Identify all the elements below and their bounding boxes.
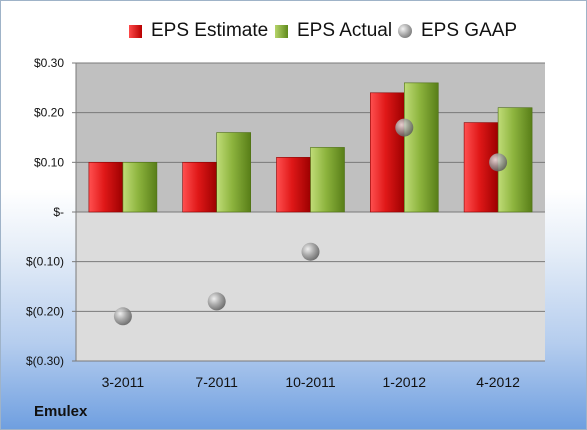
gaap-point: [207, 292, 226, 311]
gaap-point: [113, 307, 132, 326]
legend-item-gaap: EPS GAAP: [398, 17, 517, 45]
actual-bar: [403, 82, 439, 213]
x-tick-label: 10-2011: [285, 374, 336, 390]
y-tick-label: $(0.10): [26, 255, 64, 269]
actual-bar: [216, 132, 251, 213]
x-tick-label: 1-2012: [383, 374, 427, 390]
legend-item-actual: EPS Actual: [275, 17, 392, 45]
legend: EPS Estimate EPS Actual EPS GAAP: [1, 17, 586, 45]
estimate-bar: [369, 92, 405, 213]
y-tick-label: $(0.30): [26, 354, 64, 368]
y-tick-label: $0.30: [34, 56, 64, 70]
actual-bar: [310, 147, 345, 213]
gaap-swatch: [398, 24, 412, 38]
y-tick-label: $0.20: [34, 106, 64, 120]
x-tick-label: 7-2011: [195, 374, 238, 390]
y-tick-label: $(0.20): [26, 304, 64, 318]
actual-bar: [122, 162, 158, 213]
x-tick-label: 4-2012: [476, 374, 520, 390]
legend-label-gaap: EPS GAAP: [421, 20, 518, 41]
legend-label-actual: EPS Actual: [297, 20, 393, 41]
y-tick-label: $-: [53, 205, 64, 219]
estimate-swatch: [129, 24, 142, 38]
plot-area-lower: [76, 212, 545, 361]
estimate-bar: [182, 162, 217, 213]
company-label: Emulex: [34, 403, 88, 420]
legend-label-estimate: EPS Estimate: [151, 20, 269, 41]
estimate-bar: [276, 157, 311, 213]
y-tick-label: $0.10: [34, 155, 64, 169]
x-tick-label: 3-2011: [102, 374, 145, 390]
gaap-point: [395, 118, 414, 137]
gaap-point: [301, 242, 320, 261]
actual-swatch: [275, 24, 288, 38]
estimate-bar: [88, 162, 124, 213]
gaap-point: [489, 153, 508, 172]
legend-item-estimate: EPS Estimate: [129, 17, 268, 45]
